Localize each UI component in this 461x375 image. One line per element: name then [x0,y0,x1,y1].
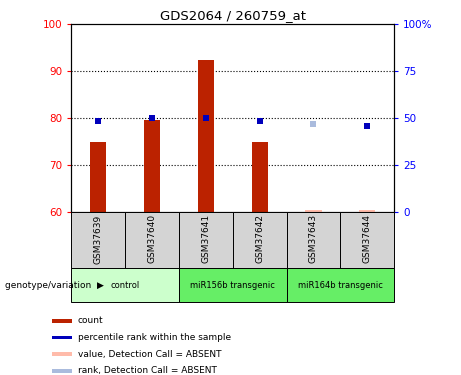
Bar [252,142,268,212]
Bar [359,210,375,212]
Bar [287,212,340,268]
Point [202,115,210,121]
Bar [233,212,287,268]
Text: value, Detection Call = ABSENT: value, Detection Call = ABSENT [78,350,221,358]
Text: GSM37642: GSM37642 [255,214,264,263]
Bar [340,212,394,268]
Text: GSM37641: GSM37641 [201,214,210,263]
Bar [179,268,287,302]
Bar [144,120,160,212]
Point [310,121,317,127]
Title: GDS2064 / 260759_at: GDS2064 / 260759_at [160,9,306,22]
Bar [52,336,72,339]
Text: rank, Detection Call = ABSENT: rank, Detection Call = ABSENT [78,366,217,375]
Text: miR164b transgenic: miR164b transgenic [298,280,383,290]
Point [95,118,102,124]
Bar [287,268,394,302]
Text: miR156b transgenic: miR156b transgenic [190,280,275,290]
Bar [90,142,106,212]
Bar [198,60,214,212]
Point [148,115,156,121]
Bar [52,352,72,356]
Text: count: count [78,316,104,326]
Text: GSM37639: GSM37639 [94,214,103,264]
Bar [52,369,72,373]
Point [256,118,263,124]
Point [364,123,371,129]
Bar [305,210,321,212]
Bar [52,319,72,323]
Text: genotype/variation  ▶: genotype/variation ▶ [5,280,103,290]
Bar [125,212,179,268]
Bar [71,212,125,268]
Text: GSM37640: GSM37640 [148,214,157,263]
Bar [71,268,179,302]
Text: control: control [111,280,140,290]
Bar [179,212,233,268]
Text: GSM37644: GSM37644 [363,214,372,263]
Text: percentile rank within the sample: percentile rank within the sample [78,333,231,342]
Text: GSM37643: GSM37643 [309,214,318,263]
